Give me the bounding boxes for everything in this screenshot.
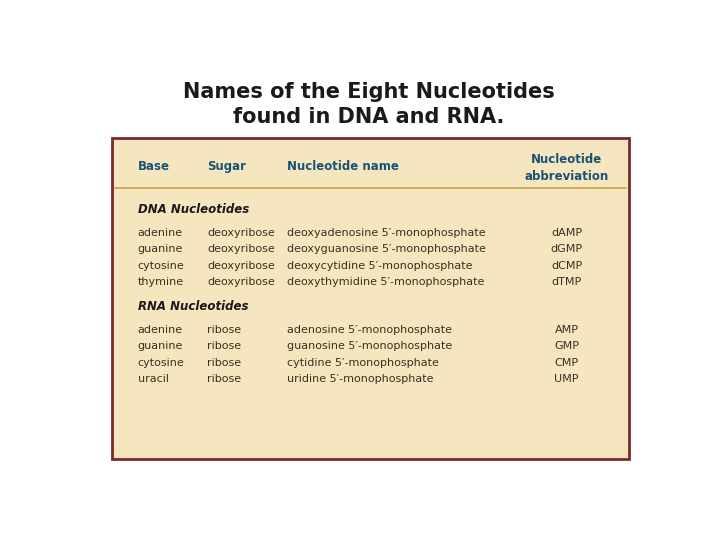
- Text: dCMP: dCMP: [551, 261, 582, 271]
- Text: CMP: CMP: [554, 358, 579, 368]
- Text: dTMP: dTMP: [552, 278, 582, 287]
- Text: Nucleotide name: Nucleotide name: [287, 160, 400, 173]
- Text: deoxythymidine 5′-monophosphate: deoxythymidine 5′-monophosphate: [287, 278, 485, 287]
- Text: Nucleotide: Nucleotide: [531, 153, 602, 166]
- Text: ribose: ribose: [207, 325, 241, 335]
- Text: guanine: guanine: [138, 341, 183, 351]
- Text: deoxycytidine 5′-monophosphate: deoxycytidine 5′-monophosphate: [287, 261, 473, 271]
- Text: dGMP: dGMP: [551, 244, 582, 254]
- Text: deoxyadenosine 5′-monophosphate: deoxyadenosine 5′-monophosphate: [287, 228, 486, 238]
- FancyBboxPatch shape: [112, 138, 629, 459]
- Text: deoxyribose: deoxyribose: [207, 278, 275, 287]
- Text: RNA Nucleotides: RNA Nucleotides: [138, 300, 248, 313]
- Text: cytidine 5′-monophosphate: cytidine 5′-monophosphate: [287, 358, 439, 368]
- Text: uridine 5′-monophosphate: uridine 5′-monophosphate: [287, 374, 434, 384]
- Text: Sugar: Sugar: [207, 160, 246, 173]
- Text: guanosine 5′-monophosphate: guanosine 5′-monophosphate: [287, 341, 453, 351]
- Text: deoxyguanosine 5′-monophosphate: deoxyguanosine 5′-monophosphate: [287, 244, 486, 254]
- Text: Base: Base: [138, 160, 169, 173]
- Text: ribose: ribose: [207, 374, 241, 384]
- Text: guanine: guanine: [138, 244, 183, 254]
- Text: deoxyribose: deoxyribose: [207, 228, 275, 238]
- Text: Names of the Eight Nucleotides: Names of the Eight Nucleotides: [183, 82, 555, 102]
- Text: DNA Nucleotides: DNA Nucleotides: [138, 203, 249, 216]
- Text: AMP: AMP: [554, 325, 579, 335]
- Text: uracil: uracil: [138, 374, 168, 384]
- Text: cytosine: cytosine: [138, 358, 184, 368]
- Text: GMP: GMP: [554, 341, 579, 351]
- Text: adenosine 5′-monophosphate: adenosine 5′-monophosphate: [287, 325, 452, 335]
- Text: adenine: adenine: [138, 228, 183, 238]
- Text: ribose: ribose: [207, 341, 241, 351]
- Text: thymine: thymine: [138, 278, 184, 287]
- Text: UMP: UMP: [554, 374, 579, 384]
- Text: found in DNA and RNA.: found in DNA and RNA.: [233, 107, 505, 127]
- Text: abbreviation: abbreviation: [524, 170, 608, 183]
- Text: ribose: ribose: [207, 358, 241, 368]
- Text: deoxyribose: deoxyribose: [207, 261, 275, 271]
- Text: cytosine: cytosine: [138, 261, 184, 271]
- Text: adenine: adenine: [138, 325, 183, 335]
- Text: dAMP: dAMP: [551, 228, 582, 238]
- Text: deoxyribose: deoxyribose: [207, 244, 275, 254]
